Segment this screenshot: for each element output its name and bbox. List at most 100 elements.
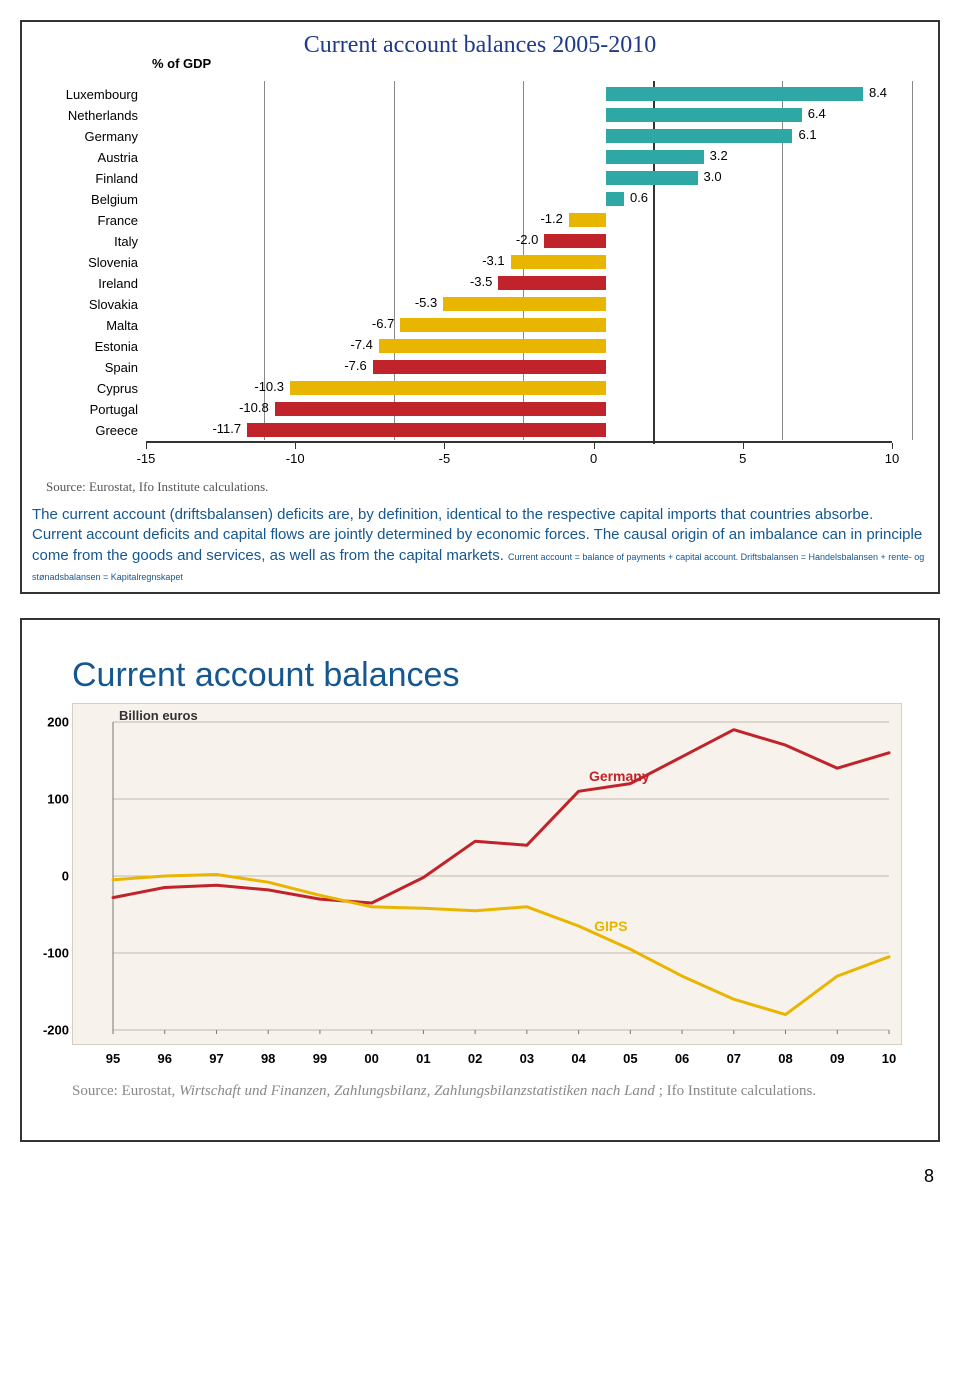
bar-value: -7.4 (350, 337, 372, 352)
line-source: Source: Eurostat, Wirtschaft und Finanze… (72, 1081, 902, 1102)
bar-fill (400, 318, 605, 332)
country-label: Slovenia (28, 255, 146, 270)
bar-track: 3.2 (146, 150, 912, 164)
source-italic: Wirtschaft und Finanzen, Zahlungsbilanz,… (179, 1083, 655, 1099)
line-chart-area: -200-10001002009596979899000102030405060… (72, 703, 902, 1045)
bar-track: -3.5 (146, 276, 912, 290)
bar-fill (511, 255, 606, 269)
x-tick-label: 10 (882, 1051, 896, 1066)
bar-row: Italy-2.0 (28, 231, 912, 251)
bar-fill (498, 276, 605, 290)
y-tick-label: -200 (33, 1023, 69, 1038)
country-label: Netherlands (28, 108, 146, 123)
country-label: Cyprus (28, 381, 146, 396)
line-chart-title: Current account balances (72, 656, 932, 695)
bar-fill (275, 402, 606, 416)
bar-row: Slovakia-5.3 (28, 294, 912, 314)
x-tick (146, 443, 147, 449)
bar-value: 8.4 (869, 85, 887, 100)
bar-fill (379, 339, 606, 353)
country-label: Malta (28, 318, 146, 333)
bar-fill (569, 213, 606, 227)
bar-fill (443, 297, 605, 311)
x-tick-label: -15 (137, 451, 156, 466)
bar-value: 3.2 (710, 148, 728, 163)
x-tick-label: -5 (439, 451, 451, 466)
bar-row: Netherlands6.4 (28, 105, 912, 125)
x-tick-label: 10 (885, 451, 899, 466)
bar-fill (373, 360, 606, 374)
bar-fill (606, 192, 624, 206)
country-label: Italy (28, 234, 146, 249)
bar-value: 3.0 (704, 169, 722, 184)
bar-row: Germany6.1 (28, 126, 912, 146)
x-tick-label: 06 (675, 1051, 689, 1066)
x-tick-label: 96 (157, 1051, 171, 1066)
x-tick (892, 443, 893, 449)
bar-row: France-1.2 (28, 210, 912, 230)
x-tick-label: 05 (623, 1051, 637, 1066)
bar-track: -2.0 (146, 234, 912, 248)
bar-chart-area: Luxembourg8.4Netherlands6.4Germany6.1Aus… (28, 81, 912, 471)
country-label: Finland (28, 171, 146, 186)
bar-fill (606, 108, 802, 122)
bar-track: -7.4 (146, 339, 912, 353)
bar-track: 8.4 (146, 87, 912, 101)
bar-row: Estonia-7.4 (28, 336, 912, 356)
x-tick-label: 99 (313, 1051, 327, 1066)
country-label: Greece (28, 423, 146, 438)
x-tick-label: 02 (468, 1051, 482, 1066)
bar-track: 6.4 (146, 108, 912, 122)
bar-value: -10.8 (239, 400, 269, 415)
bar-value: -5.3 (415, 295, 437, 310)
country-label: Spain (28, 360, 146, 375)
bar-row: Luxembourg 8.4 (28, 84, 912, 104)
country-label: Germany (28, 129, 146, 144)
y-tick-label: 100 (33, 792, 69, 807)
bar-track: -11.7 (146, 423, 912, 437)
bar-fill (290, 381, 606, 395)
bar-value: -6.7 (372, 316, 394, 331)
bar-fill (606, 150, 704, 164)
bar-row: Ireland-3.5 (28, 273, 912, 293)
x-tick-label: 97 (209, 1051, 223, 1066)
x-tick-label: 09 (830, 1051, 844, 1066)
country-label: Luxembourg (28, 87, 146, 102)
country-label: Austria (28, 150, 146, 165)
x-tick-label: 08 (778, 1051, 792, 1066)
bar-track: -10.8 (146, 402, 912, 416)
bar-fill (606, 129, 793, 143)
bar-row: Slovenia -3.1 (28, 252, 912, 272)
bar-track: -6.7 (146, 318, 912, 332)
bar-fill (606, 87, 863, 101)
x-tick-label: 0 (590, 451, 597, 466)
bar-track: 3.0 (146, 171, 912, 185)
gridline (912, 81, 913, 440)
source-prefix: Source: Eurostat, (72, 1083, 179, 1099)
chart-title: Current account balances 2005-2010 (28, 32, 932, 59)
bar-row: Greece -11.7 (28, 420, 912, 440)
country-label: Ireland (28, 276, 146, 291)
bar-value: -1.2 (540, 211, 562, 226)
y-tick-label: 0 (33, 869, 69, 884)
x-tick (743, 443, 744, 449)
bar-value: -11.7 (212, 421, 241, 436)
x-tick-label: 98 (261, 1051, 275, 1066)
source-suffix: ; Ifo Institute calculations. (659, 1083, 816, 1099)
x-tick-label: 95 (106, 1051, 120, 1066)
bar-track: -7.6 (146, 360, 912, 374)
bar-value: -3.1 (482, 253, 504, 268)
page-number: 8 (20, 1166, 940, 1187)
bar-row: Portugal -10.8 (28, 399, 912, 419)
series-label: GIPS (594, 918, 627, 934)
x-tick-label: 5 (739, 451, 746, 466)
source-text: Source: Eurostat, Ifo Institute calculat… (46, 479, 932, 495)
line-y-unit: Billion euros (119, 708, 198, 723)
y-tick-label: -100 (33, 946, 69, 961)
series-label: Germany (589, 768, 650, 784)
bar-fill (247, 423, 605, 437)
bar-value: -7.6 (344, 358, 366, 373)
y-tick-label: 200 (33, 715, 69, 730)
country-label: Portugal (28, 402, 146, 417)
bar-fill (606, 171, 698, 185)
